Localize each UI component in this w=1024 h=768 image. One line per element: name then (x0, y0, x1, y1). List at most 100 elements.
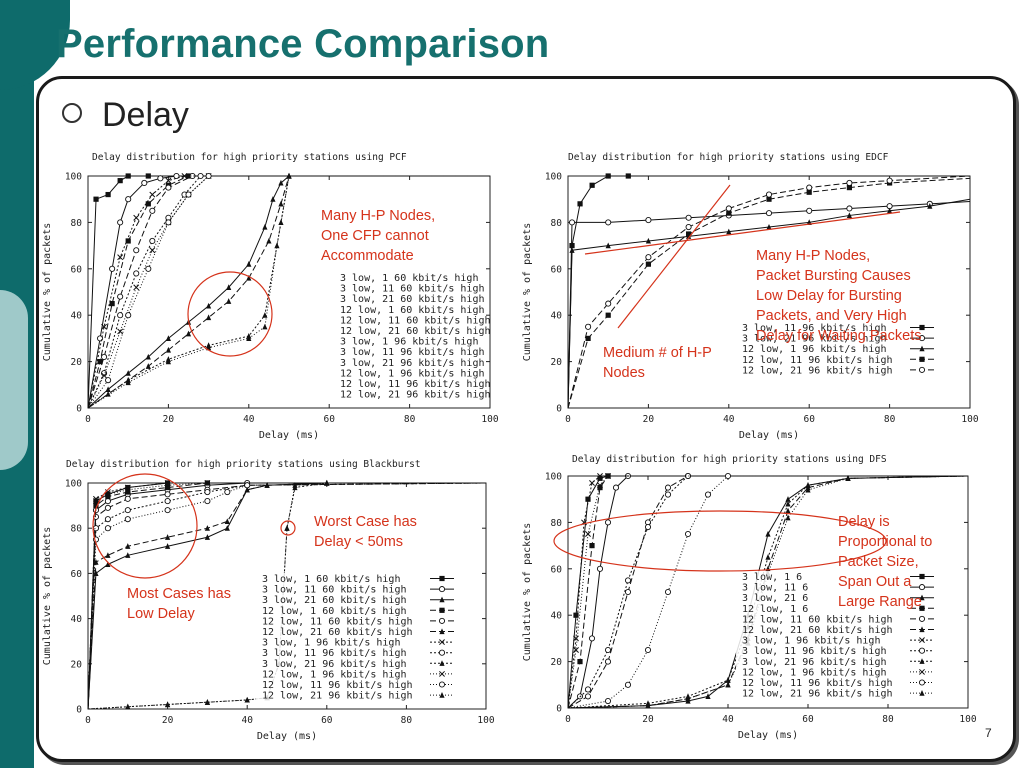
x-tick-label: 80 (882, 714, 894, 725)
legend-label-8: 3 low, 11 96 kbit/s high (262, 648, 407, 659)
legend-label-2: 3 low, 11 6 (742, 583, 808, 594)
legend-label-2: 3 low, 21 96 kbit/s high (742, 334, 887, 345)
y-tick-label: 60 (71, 569, 83, 580)
data-point-s2-7 (806, 207, 813, 214)
data-point-s11-2 (125, 312, 132, 319)
legend-label-4: 12 low, 1 60 kbit/s high (262, 606, 407, 617)
data-point-s12-8 (292, 482, 298, 488)
legend-marker-9 (919, 658, 925, 664)
legend-marker-10-b (439, 670, 445, 677)
data-point-s12-7 (284, 525, 290, 531)
legend-marker-1 (919, 324, 925, 331)
bullet-circle-icon (62, 103, 82, 124)
legend-marker-4 (919, 605, 925, 611)
data-point-s6-7 (226, 298, 232, 304)
legend-marker-6 (439, 628, 445, 635)
data-point-s8-6 (684, 472, 692, 480)
x-tick-label: 100 (477, 715, 494, 726)
data-point-s12-5 (262, 323, 268, 330)
data-point-s5-1 (92, 513, 100, 520)
data-point-s11-1 (105, 377, 112, 384)
legend-marker-2 (918, 584, 926, 591)
legend-marker-2 (438, 586, 446, 593)
bullet-text: Delay (102, 96, 189, 134)
legend-label-5: 12 low, 11 60 kbit/s high (340, 315, 491, 326)
data-point-s8-7 (197, 172, 204, 180)
annotation-edcf-medium: Medium # of H-P Nodes (603, 345, 712, 381)
y-tick-label: 20 (551, 657, 563, 668)
legend-label-11: 12 low, 11 96 kbit/s high (340, 379, 491, 390)
data-point-s6-9 (266, 237, 272, 244)
data-point-s2-2 (605, 219, 612, 226)
slide-title: Performance Comparison (56, 22, 550, 66)
data-point-s11-7 (244, 482, 251, 489)
legend-label-8: 3 low, 11 96 kbit/s high (340, 347, 485, 358)
x-tick-label: 40 (241, 715, 253, 726)
legend-label-7: 3 low, 1 96 kbit/s high (340, 337, 478, 348)
legend-label-7: 3 low, 1 96 kbit/s high (742, 636, 880, 647)
data-point-s4-8 (846, 185, 852, 191)
data-point-s4-3 (645, 261, 651, 267)
data-point-s11-4 (165, 219, 172, 226)
y-tick-label: 0 (556, 704, 562, 715)
legend-label-1: 3 low, 1 60 kbit/s high (340, 273, 478, 284)
data-point-s11-2 (104, 525, 111, 532)
data-point-s10-3-b (133, 284, 140, 291)
data-point-s10-3-b (597, 482, 603, 489)
legend-label-12: 12 low, 21 96 kbit/s high (262, 691, 413, 702)
data-point-s12-2 (165, 701, 171, 708)
data-point-s9-6 (278, 219, 284, 225)
legend-label-4: 12 low, 1 60 kbit/s high (340, 305, 485, 316)
legend-label-5: 12 low, 11 60 kbit/s high (742, 614, 893, 625)
data-point-s5-2 (604, 658, 612, 665)
legend-marker-7-b (439, 639, 445, 646)
data-point-s6-6 (206, 314, 212, 321)
y-axis-label: Cumulative % of packets (522, 523, 533, 661)
data-point-s7-2-b (117, 254, 124, 261)
data-point-s7-6-b (181, 173, 188, 179)
data-point-s1-1 (93, 196, 99, 202)
legend-label-1: 3 low, 1 6 (742, 572, 802, 583)
data-point-s6-8 (264, 482, 270, 488)
y-tick-label: 20 (71, 357, 83, 368)
data-point-s6-5 (204, 525, 210, 531)
legend-marker-11 (918, 679, 926, 686)
y-tick-label: 100 (545, 172, 562, 183)
data-point-s3-1 (569, 247, 575, 253)
x-tick-label: 60 (321, 715, 333, 726)
legend-marker-5 (918, 366, 926, 373)
data-point-s6-4 (165, 346, 171, 353)
y-tick-label: 80 (551, 518, 563, 529)
data-point-s4-6 (766, 196, 772, 202)
data-point-s2-2 (588, 635, 596, 642)
chart-panel-blackburst: Delay distribution for high priority sta… (40, 455, 505, 750)
y-tick-label: 80 (551, 218, 563, 229)
data-point-s7-4-b (597, 473, 603, 479)
legend-label-4: 12 low, 11 96 kbit/s high (742, 355, 893, 366)
data-point-s3-5 (204, 534, 210, 540)
data-point-s11-3 (145, 265, 152, 272)
data-point-s1-4 (605, 173, 611, 179)
data-point-s10-4-b (149, 247, 156, 254)
x-tick-label: 40 (243, 414, 255, 425)
y-tick-label: 80 (71, 218, 83, 229)
data-point-s11-6 (704, 491, 712, 498)
data-point-s9-6 (785, 500, 791, 507)
data-point-s10-1-b (573, 647, 579, 653)
annotation-edcf-many: Many H-P Nodes, Packet Bursting Causes L… (756, 248, 922, 344)
data-point-s5-4 (685, 223, 692, 231)
data-point-s2-4 (604, 519, 612, 526)
data-point-s12-1 (645, 702, 651, 709)
data-point-s10-5-b (204, 480, 211, 486)
x-tick-label: 80 (884, 414, 896, 425)
series-line-7 (87, 175, 490, 409)
data-point-s7-3-b (133, 214, 140, 221)
data-point-s1-3 (589, 182, 595, 188)
data-point-s3-3 (705, 693, 711, 699)
data-point-s10-4-b (605, 473, 611, 479)
data-point-s6-6 (224, 518, 230, 525)
y-tick-label: 60 (71, 264, 83, 275)
x-tick-label: 100 (961, 414, 978, 425)
data-point-s5-3 (133, 247, 140, 254)
x-tick-label: 0 (565, 414, 571, 425)
